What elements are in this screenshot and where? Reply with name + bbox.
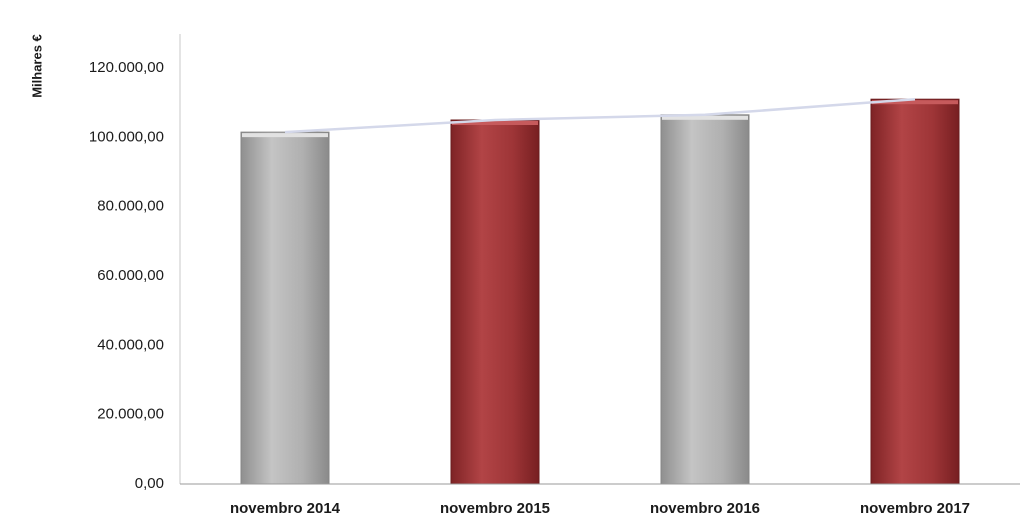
y-tick-label: 40.000,00 xyxy=(97,336,164,353)
x-category-label: novembro 2017 xyxy=(860,500,970,517)
bar xyxy=(870,98,960,485)
y-tick-label: 80.000,00 xyxy=(97,198,164,215)
y-tick-label: 60.000,00 xyxy=(97,267,164,284)
bar xyxy=(660,114,750,485)
y-axis-title: Milhares € xyxy=(29,34,44,98)
bars xyxy=(240,98,960,485)
y-tick-label: 0,00 xyxy=(135,475,164,492)
bar xyxy=(450,119,540,485)
y-tick-label: 120.000,00 xyxy=(89,59,164,76)
bar-top-highlight xyxy=(452,121,538,125)
x-axis-labels: novembro 2014 novembro 2015 novembro 2016 n… xyxy=(230,500,970,517)
bar-top-highlight xyxy=(872,100,958,105)
x-category-label: novembro 2015 xyxy=(440,500,550,517)
y-axis-ticks: 0,00 20.000,00 40.000,00 60.000,00 80.000,00… xyxy=(89,59,164,492)
y-tick-label: 20.000,00 xyxy=(97,406,164,423)
bar-top-highlight xyxy=(242,133,328,138)
x-category-label: novembro 2016 xyxy=(650,500,760,517)
bar xyxy=(240,131,330,485)
trend-line-group xyxy=(284,97,916,134)
trend-line xyxy=(284,97,916,134)
x-category-label: novembro 2014 xyxy=(230,500,341,517)
y-tick-label: 100.000,00 xyxy=(89,128,164,145)
bar-top-highlight xyxy=(662,115,748,120)
